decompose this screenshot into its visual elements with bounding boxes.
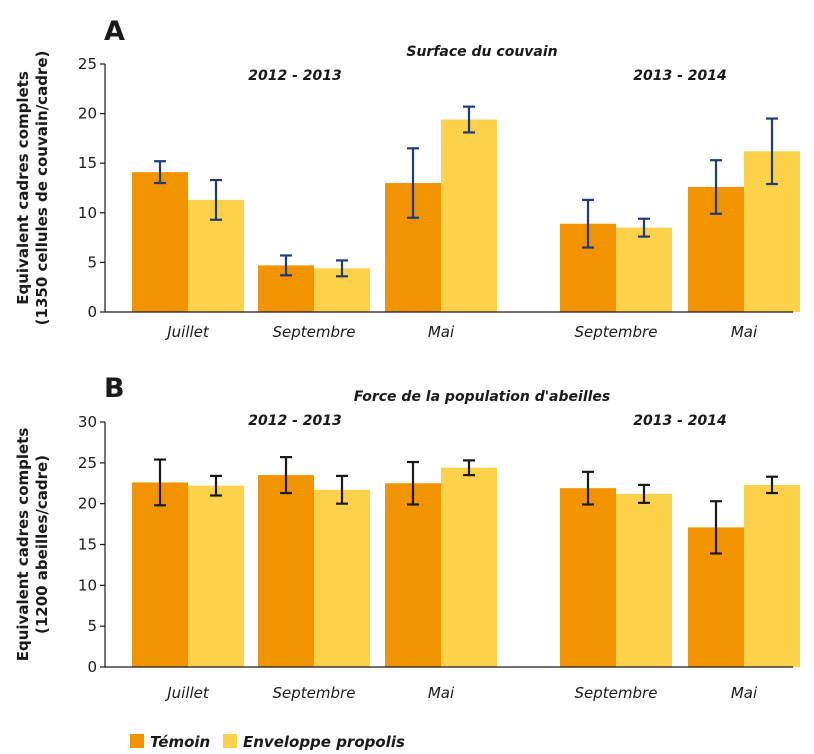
chart-title: Surface du couvain xyxy=(406,44,557,60)
legend: Témoin Enveloppe propolis xyxy=(130,733,405,751)
bar-temoin xyxy=(258,475,314,667)
error-bar xyxy=(766,475,778,495)
error-bar xyxy=(582,470,594,506)
bar-propolis xyxy=(616,227,672,312)
error-bar xyxy=(154,160,166,185)
panel-letter: B xyxy=(104,373,125,404)
error-bar xyxy=(210,178,222,221)
panel-b: B Force de la population d'abeilles 2012 -… xyxy=(14,373,800,702)
period-label: 2013 - 2014 xyxy=(633,68,727,84)
legend-swatch-propolis xyxy=(223,734,237,748)
chart-title: Force de la population d'abeilles xyxy=(354,389,611,405)
y-tick-label: 15 xyxy=(78,154,97,172)
y-tick-label: 25 xyxy=(78,55,97,73)
bar-temoin xyxy=(132,172,188,312)
period-label: 2012 - 2013 xyxy=(248,413,342,429)
legend-label-temoin: Témoin xyxy=(150,733,210,751)
x-category-label: Mai xyxy=(428,684,455,702)
legend-label-propolis: Enveloppe propolis xyxy=(243,733,405,751)
x-category-label: Septembre xyxy=(273,323,356,341)
error-bar xyxy=(766,117,778,186)
error-bar xyxy=(463,105,475,134)
error-bar xyxy=(582,198,594,249)
x-category-label: Septembre xyxy=(575,684,658,702)
x-category-label: Septembre xyxy=(575,323,658,341)
bar-propolis xyxy=(314,489,370,667)
error-bar xyxy=(336,474,348,505)
error-bar xyxy=(463,459,475,477)
y-tick-label: 30 xyxy=(78,413,97,431)
bar-temoin xyxy=(132,482,188,667)
x-category-label: Mai xyxy=(731,323,758,341)
bar-propolis xyxy=(188,485,244,667)
legend-swatch-temoin xyxy=(130,734,144,748)
x-category-label: Juillet xyxy=(164,323,210,341)
x-category-label: Mai xyxy=(731,684,758,702)
panel-letter: A xyxy=(104,16,125,47)
bar-temoin xyxy=(385,483,441,667)
error-bar xyxy=(407,460,419,506)
y-tick-label: 10 xyxy=(78,204,97,222)
x-category-label: Juillet xyxy=(164,684,210,702)
error-bar xyxy=(407,147,419,219)
bar-propolis xyxy=(441,467,497,667)
x-category-label: Mai xyxy=(428,323,455,341)
y-tick-label: 0 xyxy=(87,303,97,321)
x-category-label: Septembre xyxy=(273,684,356,702)
y-tick-label: 20 xyxy=(78,495,97,513)
y-axis-label: Equivalent cadres complets(1350 cellules… xyxy=(14,51,51,326)
error-bar xyxy=(280,456,292,495)
error-bar xyxy=(154,458,166,507)
y-tick-label: 10 xyxy=(78,576,97,594)
period-label: 2012 - 2013 xyxy=(248,68,342,84)
y-tick-label: 25 xyxy=(78,454,97,472)
bar-propolis xyxy=(744,484,800,667)
error-bar xyxy=(280,254,292,277)
error-bar xyxy=(638,483,650,504)
error-bar xyxy=(210,474,222,497)
bar-propolis xyxy=(441,119,497,312)
bar-temoin xyxy=(560,488,616,667)
y-tick-label: 0 xyxy=(87,658,97,676)
error-bar xyxy=(710,500,722,555)
error-bar xyxy=(710,159,722,215)
y-tick-label: 15 xyxy=(78,536,97,554)
y-tick-label: 20 xyxy=(78,105,97,123)
y-tick-label: 5 xyxy=(87,253,97,271)
y-axis-label: Equivalent cadres complets(1200 abeilles… xyxy=(14,428,51,662)
bar-propolis xyxy=(616,493,672,667)
error-bar xyxy=(336,259,348,278)
y-tick-label: 5 xyxy=(87,617,97,635)
panel-a: A Surface du couvain 2012 - 2013 2013 - 201… xyxy=(14,16,800,341)
period-label: 2013 - 2014 xyxy=(633,413,727,429)
error-bar xyxy=(638,217,650,238)
